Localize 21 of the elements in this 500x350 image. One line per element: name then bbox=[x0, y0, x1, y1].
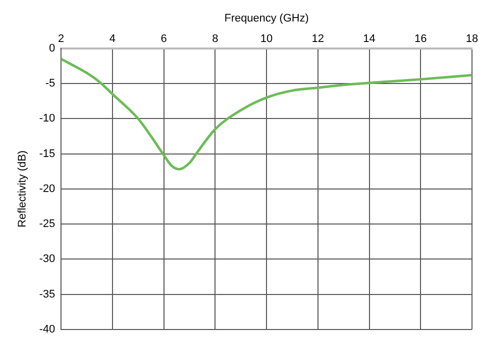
y-tick-label: 0 bbox=[48, 42, 56, 54]
y-tick-label: -10 bbox=[39, 112, 56, 125]
y-tick-label: -30 bbox=[39, 253, 56, 266]
x-tick-label: 6 bbox=[160, 32, 167, 45]
x-tick-label: 2 bbox=[58, 32, 64, 45]
x-tick-label: 14 bbox=[363, 32, 376, 45]
x-tick-label: 8 bbox=[212, 32, 218, 45]
y-tick-label: -20 bbox=[39, 182, 56, 195]
x-tick-label: 4 bbox=[109, 32, 116, 45]
x-tick-label: 18 bbox=[466, 32, 478, 45]
x-tick-label: 12 bbox=[312, 32, 324, 45]
y-tick-label: -40 bbox=[39, 323, 56, 336]
y-tick-label: -5 bbox=[45, 78, 56, 90]
x-tick-label: 16 bbox=[414, 32, 427, 45]
y-tick-label: -15 bbox=[39, 148, 56, 160]
x-tick-label: 10 bbox=[260, 32, 273, 45]
line-series bbox=[61, 58, 472, 170]
x-axis-title: Frequency (GHz) bbox=[224, 12, 309, 25]
y-tick-label: -35 bbox=[39, 288, 56, 300]
y-tick-label: -25 bbox=[39, 218, 56, 230]
y-axis-title: Reflectivity (dB) bbox=[16, 150, 29, 228]
